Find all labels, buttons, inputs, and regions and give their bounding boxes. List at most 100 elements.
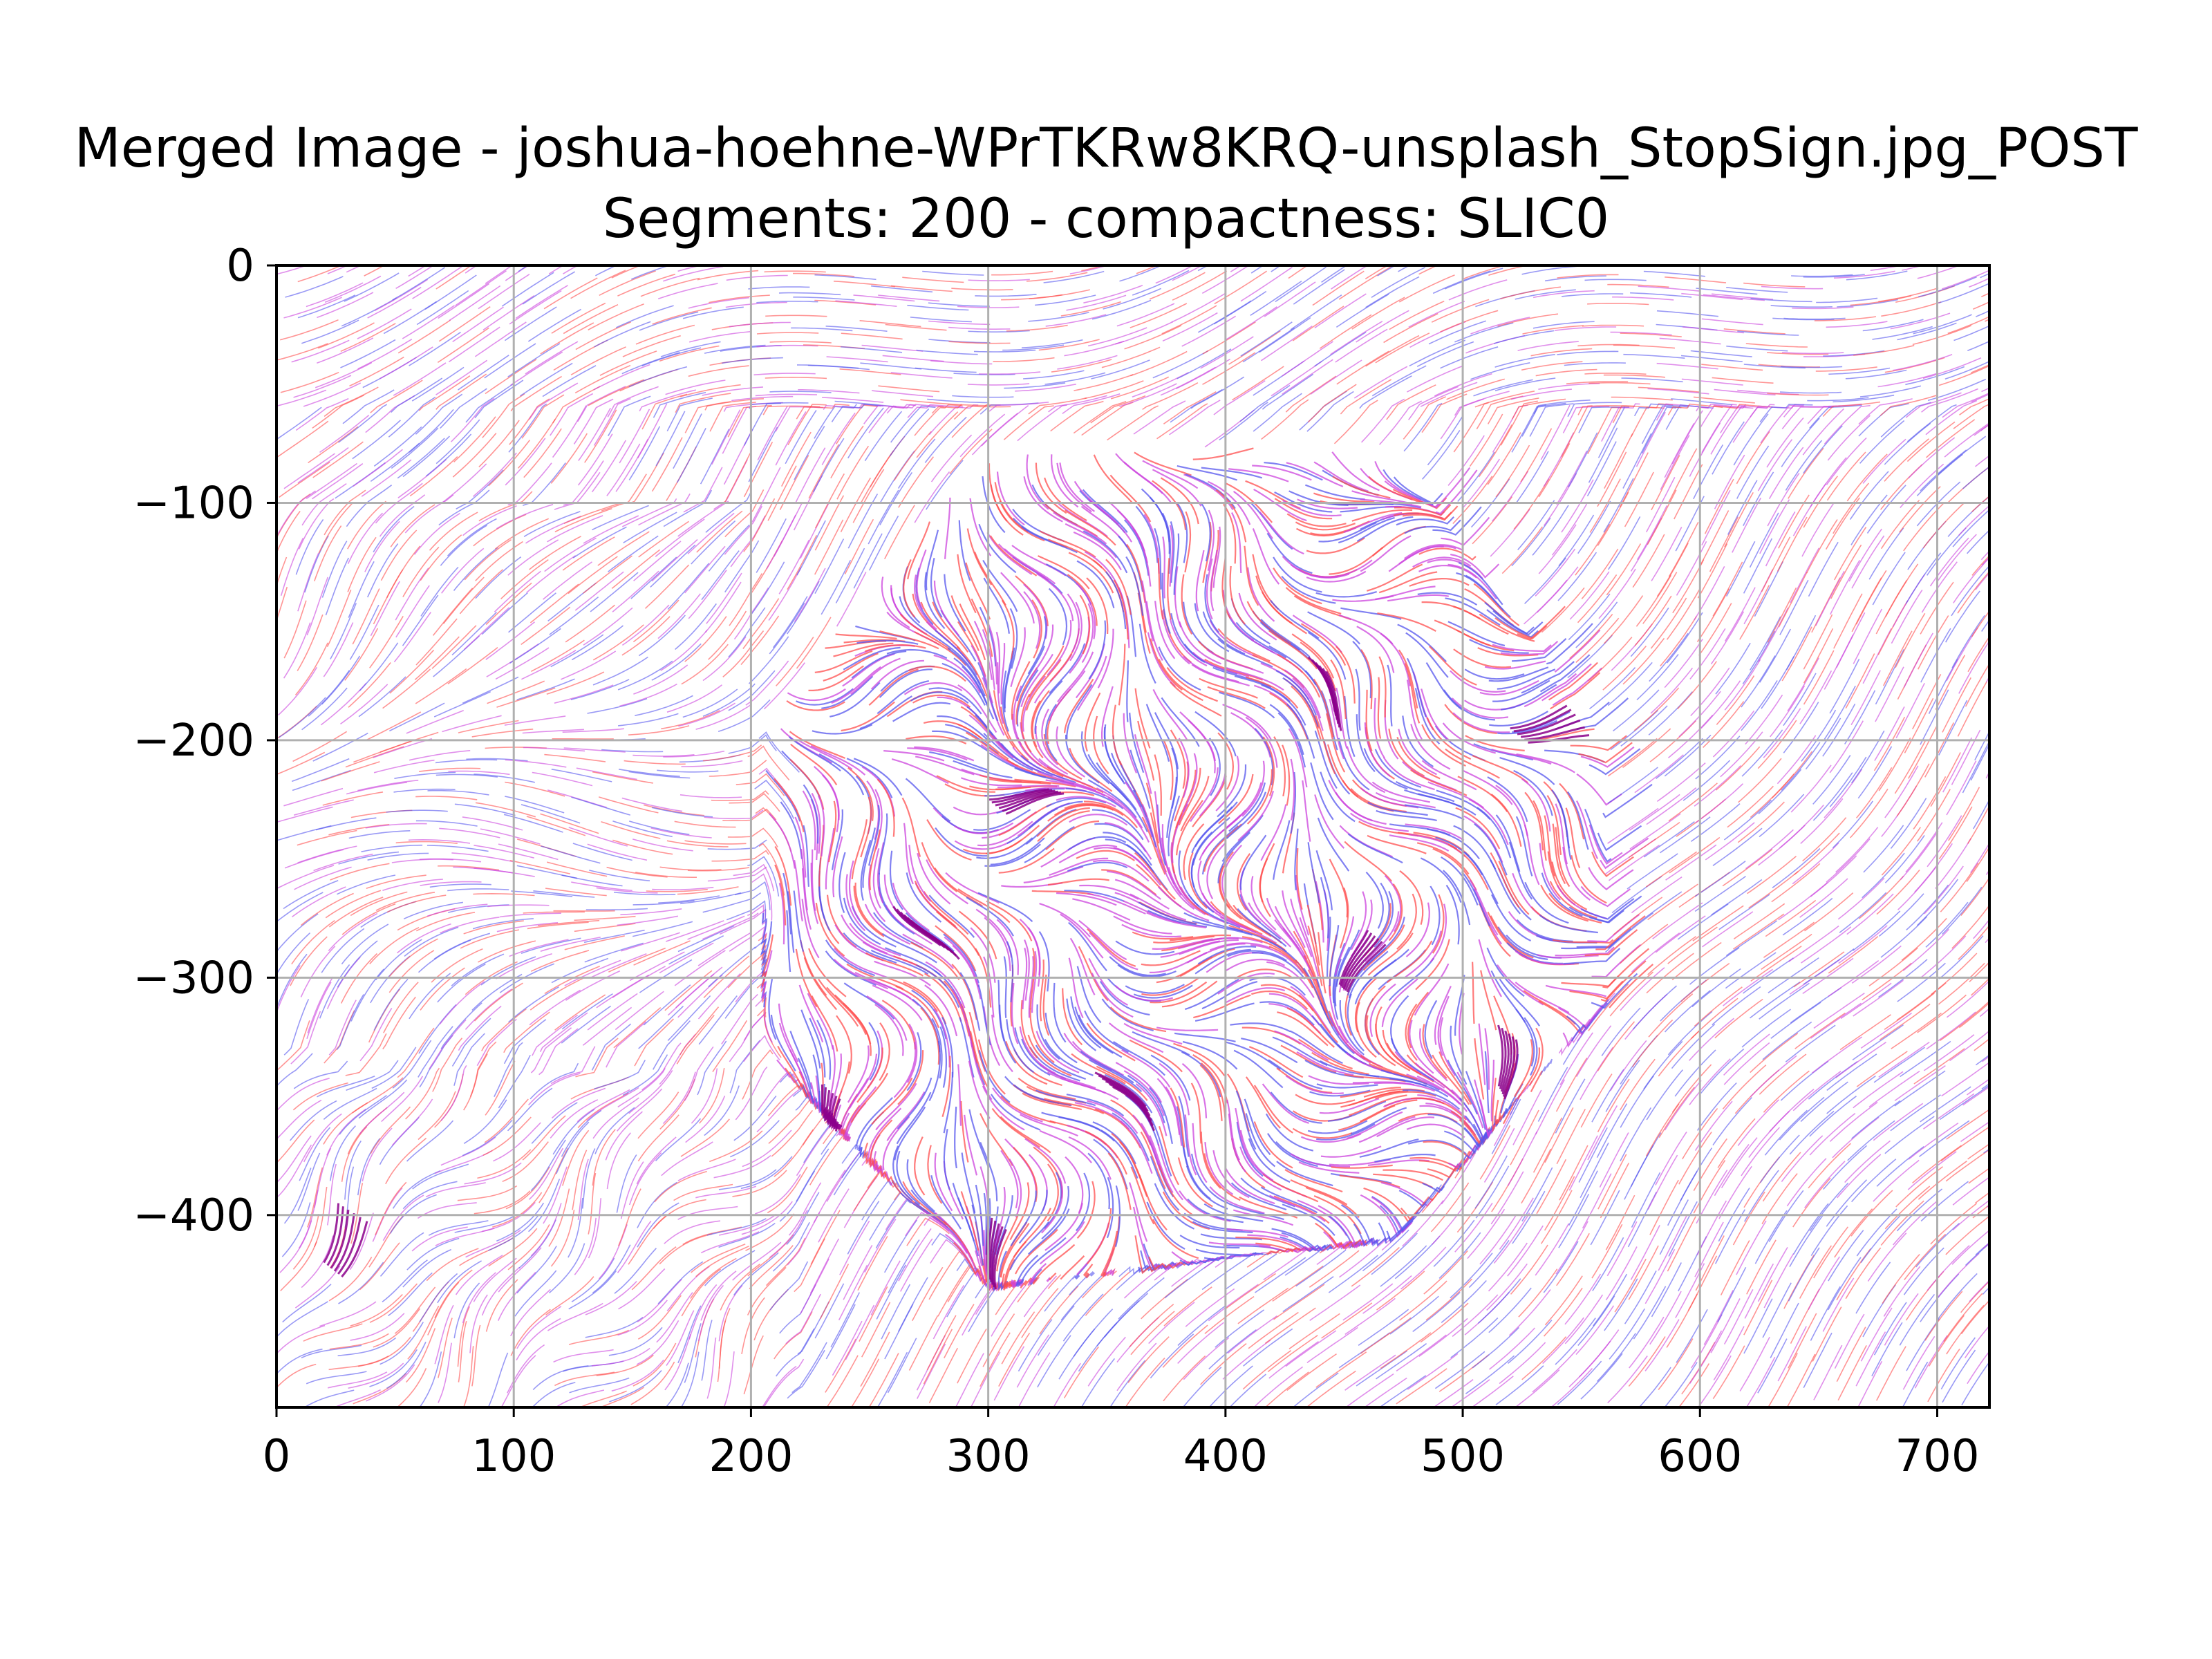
streamline (1000, 1096, 1056, 1124)
streamline (521, 937, 581, 955)
streamline (1360, 1317, 1412, 1354)
streamline (1080, 1358, 1116, 1407)
streamline (1138, 901, 1197, 925)
streamline (1704, 478, 1734, 534)
streamline (1613, 897, 1663, 936)
streamline (1375, 791, 1436, 809)
streamline (1158, 1125, 1179, 1185)
streamline (498, 843, 559, 861)
streamline (728, 670, 776, 711)
streamline (441, 547, 485, 594)
streamline (1017, 404, 1067, 442)
streamline (1009, 1221, 1050, 1271)
streamline (1517, 500, 1555, 550)
streamline (297, 830, 357, 846)
streamline (945, 872, 1000, 904)
streamline (962, 1282, 995, 1336)
streamline (1873, 1159, 1920, 1202)
streamline (1225, 1273, 1276, 1310)
streamline (1394, 1235, 1441, 1280)
streamline (1226, 1099, 1240, 1161)
streamline (1368, 476, 1425, 505)
streamline (1761, 285, 1824, 290)
streamline (1219, 402, 1268, 441)
streamline (1096, 762, 1137, 811)
streamline (371, 1047, 417, 1089)
streamline (1351, 297, 1405, 330)
streamline (1240, 1177, 1295, 1208)
streamline (1293, 269, 1345, 305)
streamline (1067, 593, 1080, 653)
streamline (370, 379, 423, 413)
streamline (706, 572, 742, 624)
streamline (870, 949, 929, 975)
streamline (1588, 867, 1634, 891)
streamline (1958, 639, 1989, 694)
streamline (1723, 799, 1772, 841)
streamline (861, 1179, 897, 1221)
streamline (996, 471, 1025, 526)
streamline (1018, 1190, 1048, 1244)
streamline (1123, 713, 1138, 774)
streamline (327, 265, 349, 274)
streamline (1106, 1177, 1114, 1239)
streamline (1828, 935, 1879, 974)
streamline (1759, 794, 1805, 838)
streamline (1076, 850, 1136, 862)
streamline (523, 911, 585, 914)
streamline (282, 1284, 332, 1323)
streamline (1991, 333, 2046, 362)
streamline (522, 729, 584, 734)
streamline (700, 1231, 760, 1254)
streamline (474, 1190, 531, 1215)
streamline (1177, 348, 1232, 379)
streamline (1353, 366, 1408, 399)
streamline (1895, 1166, 1943, 1208)
streamline (968, 1282, 1000, 1333)
streamline (1812, 1306, 1842, 1362)
streamline (1181, 1062, 1208, 1118)
streamline (1195, 550, 1205, 612)
streamline (1435, 469, 1478, 515)
streamline (373, 505, 415, 553)
streamline (1026, 272, 1088, 282)
streamline (1420, 382, 1478, 407)
streamline (707, 839, 767, 850)
streamline (1199, 677, 1258, 699)
streamline (395, 585, 430, 638)
streamline (531, 639, 585, 673)
streamline (849, 922, 901, 957)
streamline (1177, 503, 1188, 563)
streamline (1875, 666, 1904, 722)
streamline (409, 409, 454, 453)
streamline (997, 980, 1005, 1042)
streamline (983, 956, 995, 1018)
streamline (1938, 935, 1984, 980)
streamline (1602, 783, 1653, 818)
streamline (881, 1000, 916, 1050)
streamline (347, 1107, 388, 1154)
streamline (676, 428, 706, 483)
streamline (952, 1183, 975, 1241)
streamline (1149, 951, 1208, 973)
streamline (1317, 817, 1350, 872)
streamline (432, 1038, 463, 1092)
streamline (1388, 957, 1435, 1002)
streamline (886, 1091, 926, 1141)
streamline (1645, 851, 1698, 888)
streamline (350, 891, 408, 917)
streamline (624, 760, 686, 765)
streamline (1575, 1305, 1615, 1356)
streamline (480, 828, 541, 845)
streamline (1113, 579, 1129, 640)
streamline (1365, 985, 1386, 1041)
streamline (1847, 1120, 1895, 1161)
streamline (565, 970, 621, 1001)
streamline (370, 1106, 411, 1154)
streamline (1750, 945, 1802, 982)
streamline (1314, 559, 1373, 578)
streamline (1632, 1019, 1674, 1067)
streamline (1224, 782, 1262, 832)
streamline (1484, 1028, 1490, 1090)
streamline (462, 1272, 496, 1324)
